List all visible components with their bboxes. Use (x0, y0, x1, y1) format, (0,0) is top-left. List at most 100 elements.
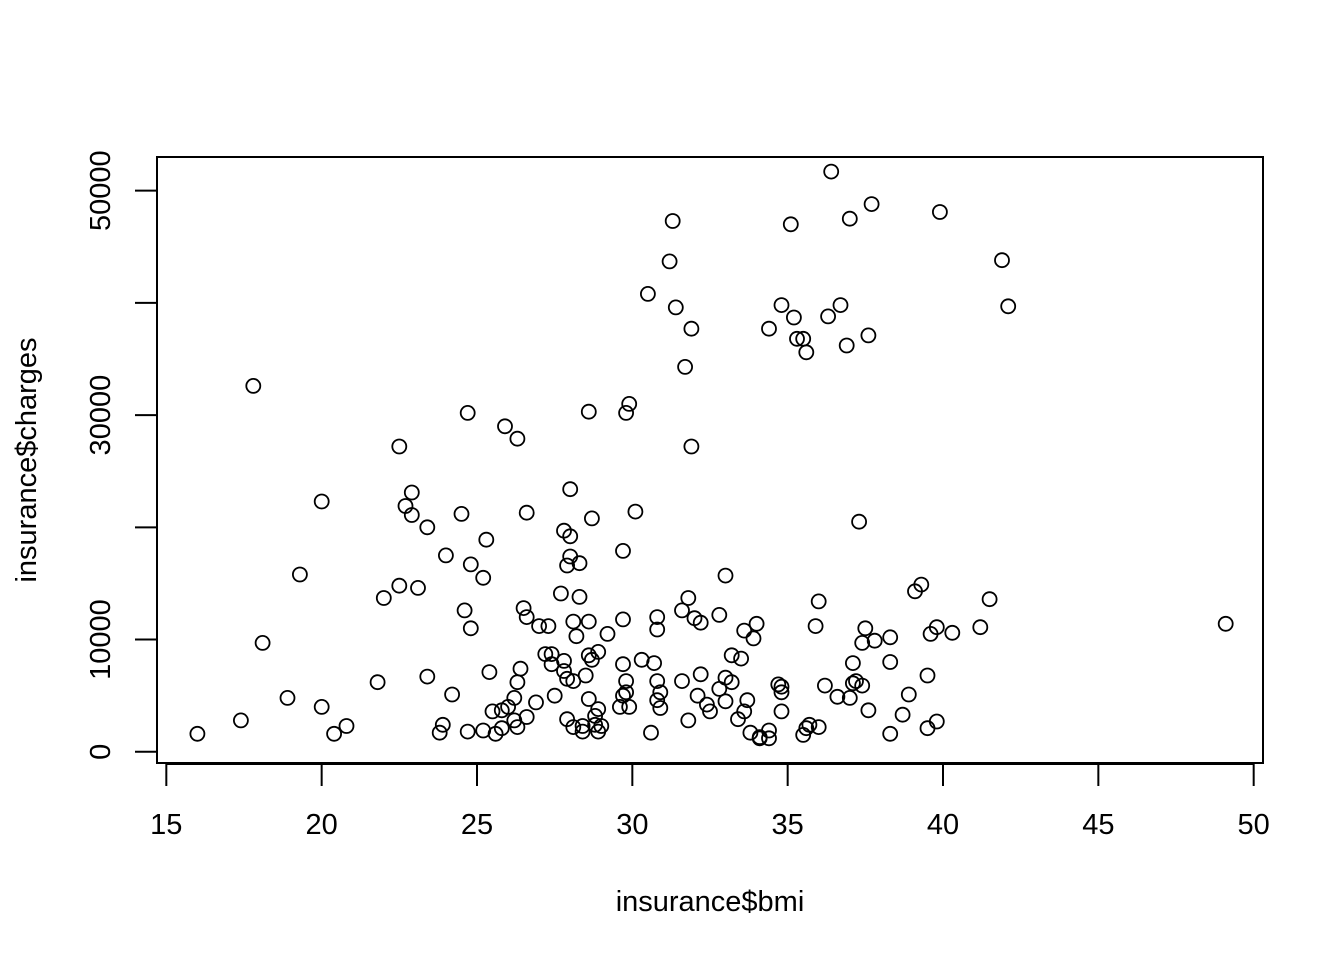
data-point-44 (509, 719, 526, 735)
data-point-157 (798, 720, 815, 737)
data-point-153 (789, 330, 805, 347)
data-point-97 (621, 395, 638, 412)
data-point-134 (733, 650, 749, 667)
data-point-115 (677, 358, 693, 375)
data-point-179 (863, 196, 880, 213)
data-point-104 (649, 673, 666, 689)
data-point-37 (493, 720, 510, 737)
data-point-9 (338, 718, 355, 734)
data-point-45 (512, 660, 529, 677)
data-point-57 (553, 585, 569, 602)
data-point-15 (403, 484, 420, 501)
data-point-3 (254, 635, 271, 651)
data-point-163 (820, 308, 836, 325)
data-point-42 (509, 430, 526, 447)
data-point-93 (615, 656, 631, 673)
data-point-174 (854, 677, 871, 694)
data-point-135 (736, 622, 753, 639)
data-point-156 (798, 344, 815, 361)
data-point-170 (845, 655, 861, 671)
data-point-16 (403, 507, 420, 523)
x-axis-title: insurance$bmi (616, 886, 805, 918)
data-point-132 (723, 674, 740, 691)
points-layer (189, 163, 1234, 747)
data-point-24 (453, 506, 470, 522)
data-point-162 (817, 677, 833, 694)
data-point-65 (562, 548, 579, 565)
data-point-165 (829, 688, 846, 705)
data-point-26 (459, 404, 476, 421)
data-point-66 (562, 481, 579, 498)
data-point-189 (919, 720, 936, 737)
data-point-108 (652, 684, 669, 701)
data-point-188 (919, 667, 936, 684)
data-point-79 (580, 691, 597, 707)
data-point-91 (615, 611, 631, 628)
data-point-19 (419, 668, 436, 685)
x-tick-label: 20 (306, 809, 338, 841)
data-point-76 (580, 403, 597, 420)
data-point-27 (459, 723, 476, 740)
data-point-32 (478, 531, 495, 548)
data-point-178 (860, 702, 877, 719)
data-point-107 (649, 692, 666, 709)
data-point-149 (773, 678, 790, 695)
y-tick-label: 50000 (85, 150, 117, 231)
data-point-95 (618, 673, 634, 689)
plot-frame (156, 156, 1264, 764)
data-point-8 (326, 725, 343, 742)
data-point-150 (773, 684, 790, 701)
data-point-56 (546, 687, 563, 704)
data-point-98 (621, 699, 638, 715)
data-point-144 (761, 722, 777, 739)
data-point-185 (900, 686, 917, 703)
data-point-13 (391, 577, 408, 594)
x-tick-label: 30 (616, 809, 648, 841)
data-point-73 (574, 718, 591, 734)
data-point-111 (664, 213, 681, 229)
data-point-130 (717, 693, 734, 710)
data-point-184 (894, 706, 911, 723)
data-point-171 (845, 675, 861, 692)
data-point-51 (531, 618, 547, 634)
data-point-122 (692, 614, 709, 631)
data-point-53 (540, 618, 557, 634)
data-point-23 (444, 686, 461, 703)
data-point-89 (612, 699, 628, 715)
data-point-12 (391, 438, 408, 455)
data-point-33 (481, 664, 498, 680)
data-point-4 (279, 690, 296, 706)
data-point-177 (860, 327, 877, 344)
data-point-197 (994, 252, 1010, 269)
x-tick-label: 50 (1238, 809, 1270, 841)
data-point-105 (649, 621, 666, 638)
data-point-75 (577, 667, 594, 684)
x-axis: 15 20 25 30 35 40 45 50 (150, 763, 1270, 841)
y-tick-label: 30000 (85, 375, 117, 456)
data-point-18 (419, 519, 436, 536)
data-point-147 (773, 297, 790, 314)
y-tick-label: 10000 (85, 599, 117, 680)
data-point-169 (841, 690, 858, 706)
data-point-183 (882, 654, 899, 670)
data-point-48 (518, 609, 535, 625)
data-point-143 (761, 320, 777, 337)
data-point-77 (580, 647, 597, 664)
data-point-103 (646, 655, 662, 671)
data-point-106 (649, 609, 666, 625)
data-point-62 (559, 557, 575, 574)
y-axis-title: insurance$charges (11, 337, 43, 582)
data-point-25 (456, 602, 473, 619)
data-point-118 (683, 438, 700, 455)
data-point-167 (838, 337, 855, 354)
data-point-5 (291, 566, 308, 583)
data-point-192 (928, 713, 945, 730)
data-point-102 (643, 724, 659, 741)
data-point-109 (652, 700, 669, 716)
data-point-99 (627, 503, 644, 520)
data-point-131 (723, 647, 740, 664)
x-tick-label: 40 (927, 809, 959, 841)
data-point-87 (593, 718, 610, 734)
data-point-6 (313, 493, 330, 510)
